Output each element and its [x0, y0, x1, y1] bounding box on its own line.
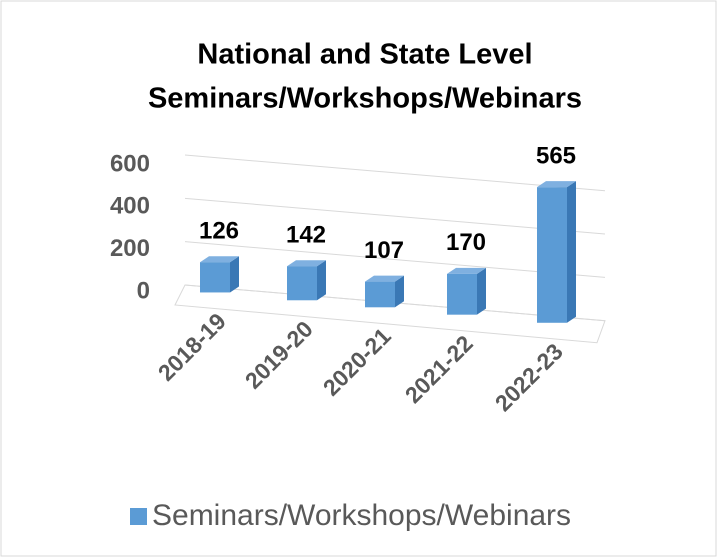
data-label: 107: [364, 237, 404, 264]
grid-line: [184, 154, 606, 192]
bar-top: [537, 181, 576, 188]
bar-side: [317, 260, 326, 301]
bar-side: [567, 181, 576, 323]
data-label: 142: [286, 222, 326, 249]
data-label: 565: [536, 143, 576, 170]
bar-front: [200, 262, 230, 293]
bar-top: [287, 260, 326, 267]
bar-front: [537, 187, 567, 323]
data-label: 126: [199, 218, 239, 245]
bar-side: [477, 267, 486, 315]
y-tick-label: 200: [110, 235, 150, 262]
bar-top: [447, 267, 486, 274]
data-label: 170: [446, 229, 486, 256]
bar-front: [287, 266, 317, 301]
bar: [200, 256, 239, 293]
legend-swatch: [130, 508, 147, 525]
chart-title: National and State Level: [197, 39, 532, 71]
bar-front: [447, 273, 477, 315]
y-tick-label: 600: [110, 150, 150, 177]
legend-label: Seminars/Workshops/Webinars: [152, 499, 571, 532]
bar-top: [200, 256, 239, 263]
bar-top: [365, 275, 404, 282]
y-tick-label: 0: [137, 277, 150, 304]
y-tick-label: 400: [110, 193, 150, 220]
bar-front: [365, 281, 395, 308]
bar-side: [395, 275, 404, 308]
grid-line: [184, 241, 606, 278]
grid-line: [184, 197, 606, 235]
chart-title: Seminars/Workshops/Webinars: [148, 83, 582, 115]
bar: [447, 267, 486, 315]
bar: [287, 260, 326, 301]
bar: [537, 181, 576, 323]
bar-side: [230, 256, 239, 293]
bar: [365, 275, 404, 308]
